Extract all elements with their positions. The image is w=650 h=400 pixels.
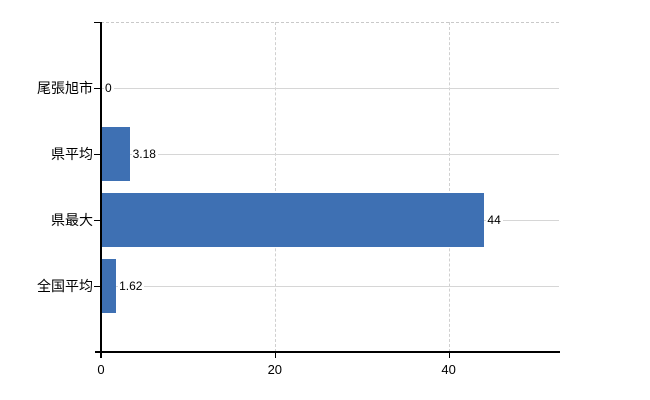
- x-tick-label: 20: [267, 362, 283, 377]
- y-axis-tick: [94, 88, 101, 89]
- y-axis-line: [100, 22, 102, 358]
- y-axis-tick: [94, 154, 101, 155]
- x-axis-tick: [448, 352, 450, 358]
- value-label: 3.18: [131, 147, 158, 161]
- value-label: 0: [104, 81, 114, 95]
- category-label: 全国平均: [37, 278, 93, 294]
- category-label: 尾張旭市: [37, 80, 93, 96]
- y-axis-tick: [94, 286, 101, 287]
- bar: [102, 259, 117, 313]
- category-label: 県最大: [51, 212, 93, 228]
- value-label: 1.62: [118, 279, 145, 293]
- bar: [102, 127, 130, 181]
- y-axis-tick: [94, 220, 101, 221]
- v-gridline: [274, 22, 276, 352]
- x-tick-label: 0: [97, 362, 105, 377]
- x-axis-tick: [274, 352, 276, 358]
- category-label: 県平均: [51, 146, 93, 162]
- h-gridline: [101, 286, 559, 287]
- h-gridline: [101, 154, 559, 155]
- bar: [102, 193, 485, 247]
- x-axis-line: [95, 351, 560, 353]
- plot-top-border: [101, 22, 559, 23]
- y-axis-tick: [94, 22, 101, 23]
- x-tick-label: 40: [441, 362, 456, 377]
- v-gridline: [448, 22, 450, 352]
- value-label: 44: [486, 213, 503, 227]
- h-gridline: [101, 88, 559, 89]
